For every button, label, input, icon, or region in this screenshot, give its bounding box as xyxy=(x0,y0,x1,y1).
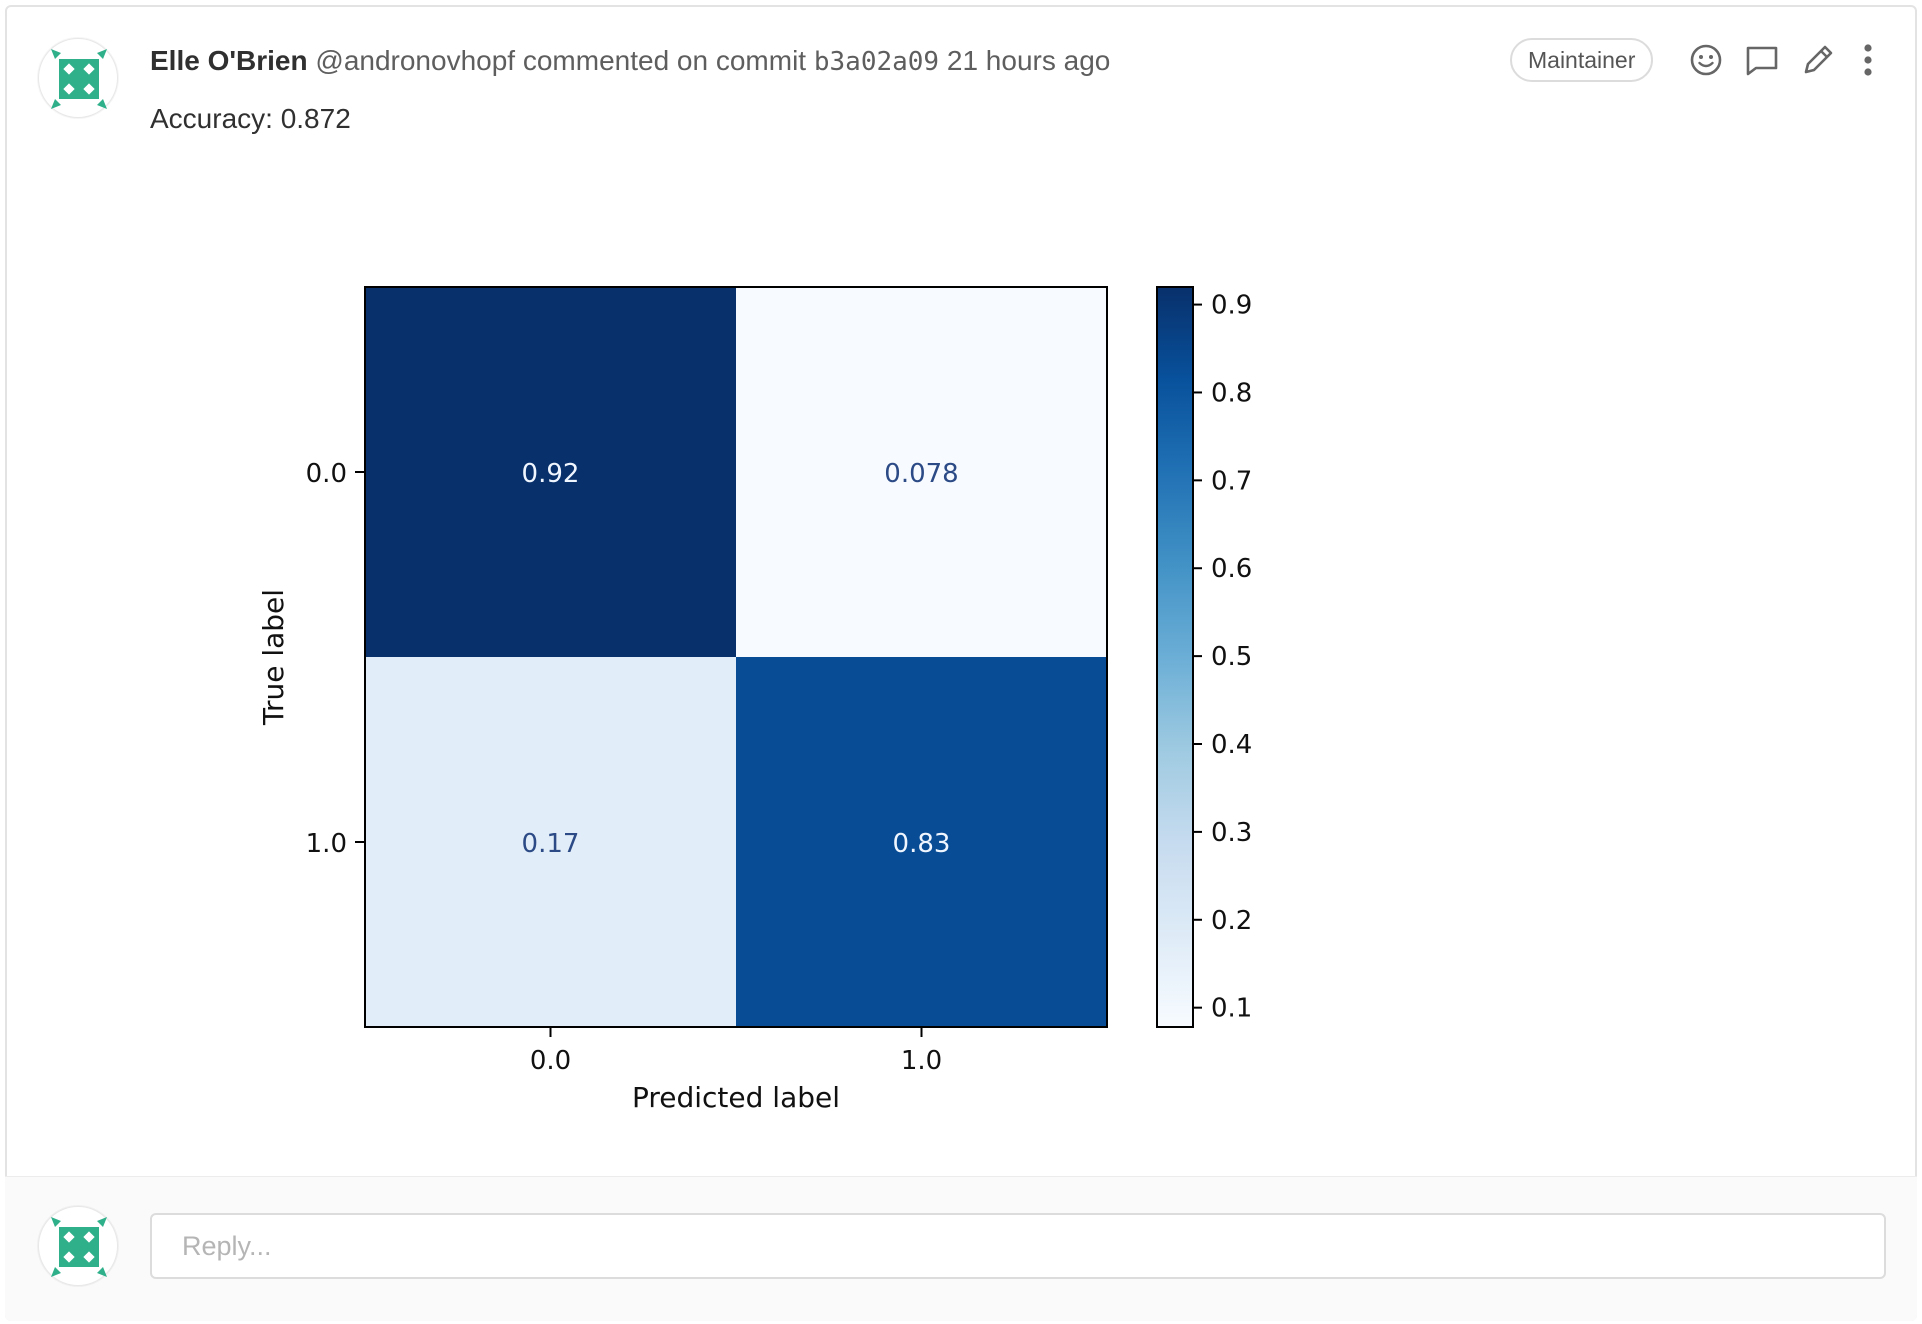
comment-header: Elle O'Brien @andronovhopf commented on … xyxy=(150,42,1110,80)
action-text: commented on commit xyxy=(522,45,807,76)
cell-value-label: 0.92 xyxy=(522,459,580,489)
cell-value-label: 0.17 xyxy=(522,829,580,859)
pencil-icon[interactable] xyxy=(1800,42,1836,78)
x-axis-label: Predicted label xyxy=(632,1081,840,1114)
author-name[interactable]: Elle O'Brien xyxy=(150,45,308,76)
current-user-avatar xyxy=(38,1206,118,1286)
comment-bubble-icon[interactable] xyxy=(1744,42,1780,78)
author-handle[interactable]: @andronovhopf xyxy=(315,45,516,76)
author-avatar[interactable] xyxy=(38,38,118,118)
x-tick-label: 1.0 xyxy=(901,1046,942,1076)
colorbar-tick-label: 0.7 xyxy=(1211,466,1252,496)
role-badge: Maintainer xyxy=(1510,38,1654,82)
cell-value-label: 0.83 xyxy=(893,829,951,859)
comment-body-text: Accuracy: 0.872 xyxy=(150,103,351,134)
identicon-avatar-icon xyxy=(51,1217,107,1277)
colorbar-tick-label: 0.3 xyxy=(1211,818,1252,848)
y-tick-label: 1.0 xyxy=(306,829,347,859)
y-axis-label: True label xyxy=(257,589,290,726)
colorbar xyxy=(1156,286,1194,1028)
x-tick-label: 0.0 xyxy=(530,1046,571,1076)
heatmap-cell xyxy=(736,287,1107,657)
kebab-menu-icon[interactable] xyxy=(1856,42,1880,78)
colorbar-tick-label: 0.9 xyxy=(1211,291,1252,321)
heatmap-cell xyxy=(365,287,736,657)
colorbar-tick-label: 0.6 xyxy=(1211,554,1252,584)
heatmap-cell xyxy=(736,657,1107,1027)
cell-value-label: 0.078 xyxy=(884,459,958,489)
smiley-icon[interactable] xyxy=(1688,42,1724,78)
reply-input[interactable] xyxy=(150,1213,1886,1279)
colorbar-tick-label: 0.1 xyxy=(1211,994,1252,1024)
plot-frame xyxy=(364,286,1108,1028)
confusion-matrix-chart: 0.92 0.078 0.17 0.83 0.0 1.0 0.0 1.0 Predicte… xyxy=(257,286,1252,1114)
colorbar-tick-label: 0.8 xyxy=(1211,378,1252,408)
heatmap-cell xyxy=(365,657,736,1027)
timestamp[interactable]: 21 hours ago xyxy=(946,45,1111,76)
identicon-avatar-icon xyxy=(51,49,107,109)
y-tick-label: 0.0 xyxy=(306,459,347,489)
colorbar-tick-label: 0.5 xyxy=(1211,642,1252,672)
commit-link[interactable]: b3a02a09 xyxy=(813,47,940,77)
colorbar-tick-label: 0.2 xyxy=(1211,906,1252,936)
colorbar-tick-label: 0.4 xyxy=(1211,730,1252,760)
